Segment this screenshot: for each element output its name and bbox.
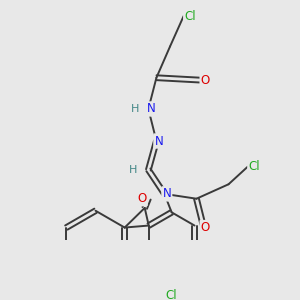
Text: O: O [201,74,210,87]
Text: N: N [146,103,155,116]
Text: Cl: Cl [166,289,177,300]
Text: H: H [130,104,139,114]
Text: O: O [137,192,147,205]
Text: Cl: Cl [184,10,196,22]
Text: N: N [163,188,171,200]
Text: N: N [154,134,163,148]
Text: Cl: Cl [248,160,260,173]
Text: O: O [201,221,210,234]
Text: H: H [129,165,137,175]
